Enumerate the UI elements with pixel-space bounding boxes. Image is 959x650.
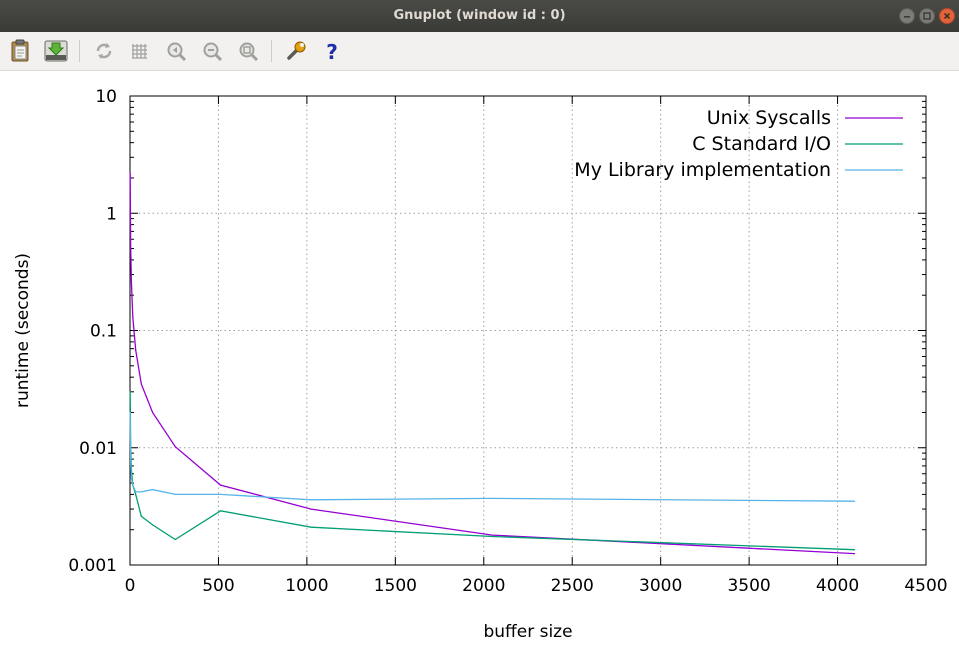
x-tick-label: 2000: [462, 576, 505, 596]
data-point: [174, 446, 176, 448]
zoom-next-icon: [203, 42, 223, 62]
data-point: [129, 172, 131, 174]
series-line-1: [129, 173, 855, 555]
data-point: [129, 411, 131, 414]
data-point: [174, 493, 176, 496]
data-point: [152, 411, 154, 414]
data-point: [491, 535, 493, 538]
window-title: Gnuplot (window id : 0): [393, 8, 566, 23]
x-tick-label: 4000: [816, 576, 859, 596]
y-axis-label: runtime (seconds): [13, 253, 33, 408]
replot-icon: [96, 43, 112, 59]
data-point: [491, 497, 493, 499]
x-axis-label: buffer size: [483, 622, 572, 642]
plot-area[interactable]: 0 500 1000 1500 2000 2500 3000 3500 4000 4500 10 1 0…: [0, 71, 959, 646]
data-point: [132, 316, 134, 318]
data-point: [174, 538, 176, 541]
data-point: [310, 508, 312, 510]
clipboard-icon: [11, 39, 29, 62]
window-titlebar[interactable]: Gnuplot (window id : 0): [0, 0, 959, 32]
series-line-2: [129, 391, 855, 551]
copy-to-clipboard-button[interactable]: [7, 38, 33, 64]
export-icon: [44, 40, 68, 62]
data-point: [129, 437, 131, 440]
y-tick-label: 1: [106, 204, 117, 224]
data-point: [491, 534, 493, 536]
y-tick-label: 0.001: [68, 556, 117, 576]
close-button[interactable]: [939, 8, 955, 24]
settings-icon: [287, 41, 306, 60]
help-button[interactable]: ?: [319, 38, 345, 64]
x-tick-label: 1500: [374, 576, 417, 596]
zoom-previous-button[interactable]: [163, 38, 189, 64]
close-icon: [943, 12, 951, 20]
data-point: [853, 553, 856, 555]
data-point: [853, 549, 856, 551]
data-point: [135, 491, 137, 493]
data-point: [219, 493, 222, 496]
x-tick-label: 0: [125, 576, 136, 596]
grid-icon: [132, 44, 147, 59]
legend-label: My Library implementation: [574, 159, 831, 181]
chart: 0 500 1000 1500 2000 2500 3000 3500 4000 4500 10 1 0…: [13, 87, 948, 642]
data-point: [152, 488, 154, 491]
maximize-icon: [923, 12, 931, 20]
data-point: [140, 383, 142, 385]
y-tick-label: 0.01: [79, 439, 117, 459]
data-point: [135, 493, 137, 496]
legend-label: C Standard I/O: [692, 133, 831, 155]
autoscale-icon: [239, 42, 259, 62]
toggle-grid-button[interactable]: [127, 38, 153, 64]
minimize-button[interactable]: [899, 8, 915, 24]
x-tick-label: 1000: [285, 576, 328, 596]
data-point: [130, 461, 132, 463]
zoom-next-button[interactable]: [199, 38, 225, 64]
toolbar-separator: [79, 40, 80, 62]
minimize-icon: [904, 16, 910, 18]
settings-button[interactable]: [283, 38, 309, 64]
autoscale-button[interactable]: [235, 38, 261, 64]
help-icon: ?: [326, 40, 338, 64]
x-tick-label: 3500: [727, 576, 770, 596]
y-tick-label: 10: [95, 87, 117, 107]
legend-label: Unix Syscalls: [707, 107, 831, 129]
data-point: [219, 510, 222, 512]
toolbar-separator: [271, 40, 272, 62]
x-tick-label: 500: [202, 576, 234, 596]
data-point: [130, 281, 133, 283]
y-tick-label: 0.1: [90, 322, 117, 342]
x-tick-label: 4500: [904, 576, 947, 596]
data-point: [310, 526, 312, 528]
data-point: [219, 484, 222, 486]
data-point: [129, 212, 131, 214]
data-point: [140, 491, 142, 493]
data-point: [135, 349, 137, 351]
data-point: [140, 515, 142, 517]
x-tick-label: 2500: [551, 576, 594, 596]
zoom-previous-icon: [167, 42, 187, 62]
data-point: [152, 524, 154, 526]
data-point: [130, 477, 133, 479]
svg-text:?: ?: [326, 40, 338, 64]
maximize-button[interactable]: [919, 8, 935, 24]
replot-button[interactable]: [91, 38, 117, 64]
x-tick-label: 3000: [639, 576, 682, 596]
data-point: [853, 500, 856, 502]
data-point: [130, 247, 132, 250]
data-point: [129, 391, 131, 393]
data-point: [310, 499, 312, 501]
series-line-3: [129, 412, 855, 502]
toolbar: ?: [0, 32, 959, 71]
export-button[interactable]: [43, 38, 69, 64]
data-point: [132, 484, 134, 486]
